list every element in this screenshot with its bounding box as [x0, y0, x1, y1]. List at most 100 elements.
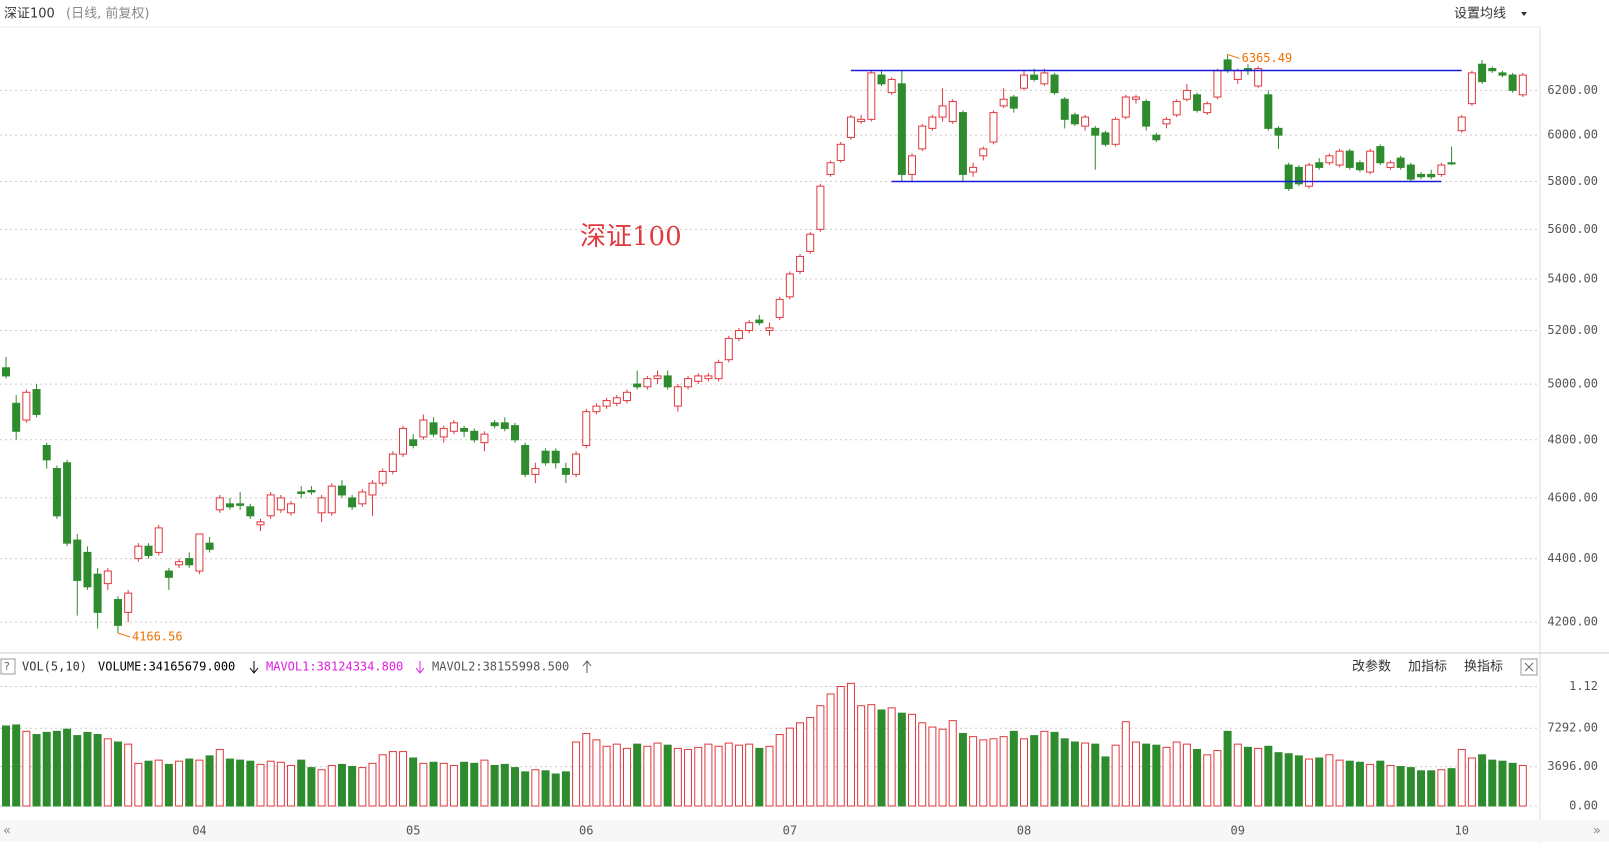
close-icon[interactable]	[1524, 662, 1534, 672]
candle-body	[1223, 59, 1232, 72]
candle-body	[93, 573, 102, 613]
candle-body	[399, 427, 408, 455]
scroll-left[interactable]: «	[3, 824, 11, 839]
candle-body	[429, 422, 438, 435]
x-tick-label: 07	[783, 824, 797, 838]
candle-body	[419, 419, 428, 438]
candle-body	[958, 112, 967, 175]
volume-bar	[846, 682, 855, 807]
candle-body	[561, 468, 570, 475]
candle-body	[500, 422, 509, 429]
volume-bar	[1386, 764, 1395, 807]
candle-body	[164, 570, 173, 578]
candle-body	[1518, 74, 1527, 96]
candle-body	[113, 599, 122, 626]
candle-body	[1274, 127, 1283, 136]
volume-bar	[806, 716, 815, 807]
volume-bar	[1437, 769, 1446, 807]
help-icon[interactable]	[0, 658, 16, 675]
candle-body	[1142, 100, 1151, 127]
candle-body	[1315, 162, 1324, 168]
candle-body	[775, 298, 784, 318]
candle-body	[205, 542, 214, 550]
volume-bar	[276, 761, 285, 807]
volume-bar	[1233, 743, 1242, 807]
volume-bar	[1335, 759, 1344, 807]
candle-body	[12, 402, 21, 432]
volume-bar	[572, 741, 581, 807]
volume-bar	[1478, 754, 1487, 807]
candle-body	[1193, 94, 1202, 111]
candle-body	[663, 375, 672, 388]
volume-bar	[663, 744, 672, 807]
candle-body	[755, 319, 764, 324]
candle-body	[1447, 162, 1456, 165]
candle-body	[1182, 89, 1191, 100]
candle-body	[348, 497, 357, 508]
candle-body	[1396, 157, 1405, 168]
x-tick-label: 09	[1231, 824, 1245, 838]
volume-bar	[83, 731, 92, 807]
candle-body	[897, 83, 906, 175]
candle-body	[1111, 118, 1120, 145]
volume-bar	[2, 725, 10, 807]
candle-body	[1335, 150, 1344, 166]
volume-bar	[531, 769, 540, 807]
candle-body	[378, 470, 387, 484]
close-button[interactable]	[1520, 658, 1538, 676]
candle-body	[307, 489, 316, 493]
volume-bar	[500, 763, 509, 807]
down-arrow	[415, 661, 425, 674]
volume-bar	[256, 763, 265, 807]
toolbar-button[interactable]: 换指标	[1464, 660, 1503, 675]
candle-body	[673, 386, 682, 407]
candle-body	[1325, 155, 1334, 164]
chart-annotation: 深证100	[580, 222, 682, 252]
volume-bar	[1366, 763, 1375, 807]
toolbar-button[interactable]: 改参数	[1352, 659, 1391, 675]
volume-bar	[195, 759, 204, 807]
volume-bar	[1030, 735, 1039, 807]
scroll-bar[interactable]	[0, 820, 1609, 842]
ma-settings-button[interactable]: 设置均线	[1454, 7, 1506, 22]
volume-bar	[918, 722, 927, 807]
candle-body	[256, 521, 265, 526]
y-tick-label: 4200.00	[1547, 615, 1598, 629]
scroll-right[interactable]: »	[1593, 824, 1601, 839]
candle-body	[327, 485, 336, 514]
volume-bar	[124, 743, 133, 807]
volume-bar	[144, 760, 153, 807]
candle-body	[144, 545, 153, 556]
candle-body	[633, 383, 642, 388]
volume-bar	[113, 741, 122, 807]
candle-body	[460, 427, 469, 432]
candle-body	[73, 539, 82, 581]
volume-bar	[969, 736, 978, 807]
volume-bar	[1457, 748, 1466, 807]
candle-body	[134, 545, 143, 560]
volume-bar	[755, 747, 764, 807]
help-mark[interactable]: ?	[4, 660, 10, 673]
candle-body	[337, 485, 346, 496]
volume-bar	[1518, 764, 1527, 807]
chart-title: 深证100	[4, 7, 55, 22]
volume-bar	[164, 763, 173, 807]
dropdown-icon[interactable]	[1521, 12, 1527, 16]
toolbar-button[interactable]: 加指标	[1408, 660, 1447, 675]
volume-bar	[1101, 756, 1110, 807]
volume-bar	[32, 734, 41, 807]
volume-bar	[897, 712, 906, 807]
volume-bar	[317, 769, 326, 807]
y-tick-label: 5600.00	[1547, 222, 1598, 236]
volume-bar	[521, 771, 530, 807]
candle-body	[1345, 150, 1354, 168]
volume-bar	[1254, 747, 1263, 807]
candle-body	[1488, 68, 1497, 72]
volume-bar	[73, 735, 82, 807]
y-tick-label: 3696.00	[1547, 759, 1598, 773]
candle-body	[745, 322, 754, 332]
candle-body	[734, 330, 743, 339]
volume-bar	[215, 748, 224, 807]
volume-bar	[287, 764, 296, 807]
